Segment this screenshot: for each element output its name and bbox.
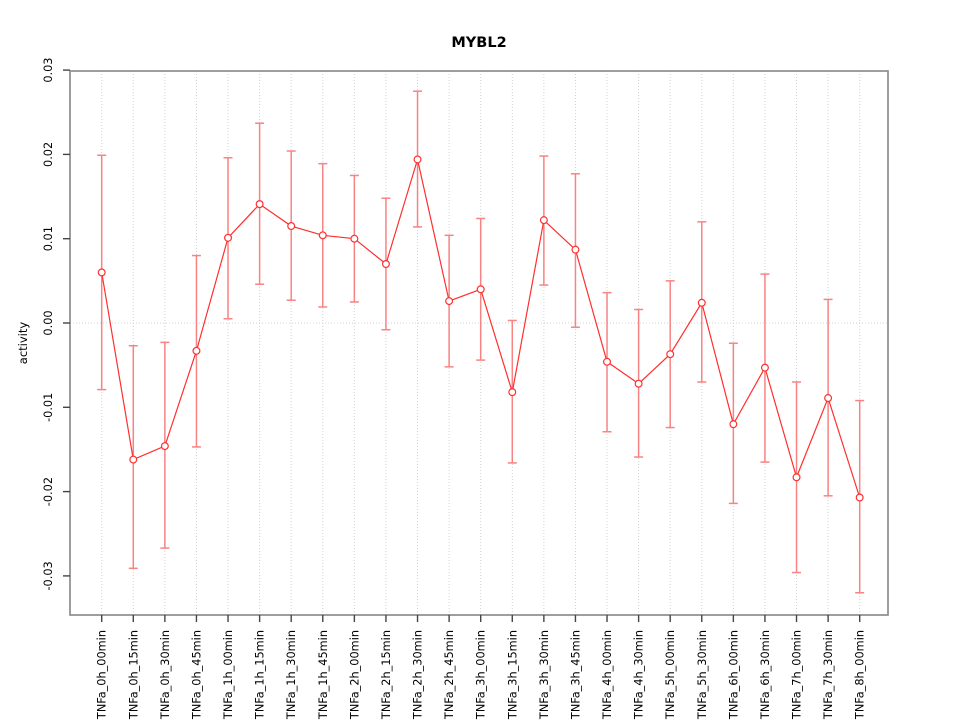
- data-point-marker: [413, 155, 422, 164]
- x-tick-label: TNFa_7h_00min: [791, 630, 804, 720]
- x-tick-label: TNFa_5h_00min: [664, 630, 677, 720]
- x-tick-label: TNFa_2h_15min: [380, 630, 393, 720]
- data-point-marker: [571, 245, 580, 254]
- data-point-marker: [224, 233, 233, 242]
- y-axis-label: activity: [16, 322, 30, 365]
- data-point-marker: [760, 363, 769, 372]
- data-point-marker: [824, 394, 833, 403]
- data-point-marker: [666, 350, 675, 359]
- x-tick-label: TNFa_0h_15min: [127, 630, 140, 720]
- data-point-marker: [729, 420, 738, 429]
- data-point-marker: [539, 216, 548, 225]
- x-tick-label: TNFa_4h_30min: [633, 630, 646, 720]
- x-tick-label: TNFa_2h_30min: [412, 630, 425, 720]
- x-tick-label: TNFa_1h_30min: [285, 630, 298, 720]
- chart-generated-layer: 0.03 0.02 0.01 0.00 -0.01 -0.02 -0.03 TNFa_0h_0…: [42, 58, 889, 720]
- data-point-marker: [476, 285, 485, 294]
- x-tick-label: TNFa_8h_00min: [854, 630, 867, 720]
- data-point-marker: [287, 222, 296, 231]
- y-tick-label: 0.03: [42, 58, 55, 83]
- plot-border: [69, 70, 889, 616]
- data-point-marker: [318, 231, 327, 240]
- x-tick-label: TNFa_2h_00min: [348, 630, 361, 720]
- data-point-marker: [350, 234, 359, 243]
- x-tick-label: TNFa_0h_00min: [96, 630, 109, 720]
- y-tick-label: 0.02: [42, 142, 55, 167]
- x-tick-label: TNFa_3h_15min: [506, 630, 519, 720]
- x-tick-label: TNFa_0h_30min: [159, 630, 172, 720]
- data-point-marker: [508, 388, 517, 397]
- data-point-marker: [192, 346, 201, 355]
- data-point-marker: [381, 259, 390, 268]
- x-tick-label: TNFa_1h_00min: [222, 630, 235, 720]
- x-tick-label: TNFa_6h_30min: [759, 630, 772, 720]
- data-point-marker: [160, 442, 169, 451]
- data-point-marker: [97, 268, 106, 277]
- y-tick-label: -0.03: [42, 561, 55, 590]
- chart-title: MYBL2: [451, 35, 506, 51]
- x-tick-label: TNFa_7h_30min: [822, 630, 835, 720]
- y-tick-label: -0.02: [42, 477, 55, 506]
- data-point-marker: [792, 473, 801, 482]
- x-tick-label: TNFa_3h_30min: [538, 630, 551, 720]
- data-point-marker: [255, 200, 264, 209]
- data-point-marker: [129, 455, 138, 464]
- x-tick-label: TNFa_5h_30min: [696, 630, 709, 720]
- x-tick-label: TNFa_0h_45min: [190, 630, 203, 720]
- data-point-marker: [445, 297, 454, 306]
- y-tick-label: 0.00: [42, 310, 55, 335]
- x-tick-label: TNFa_2h_45min: [443, 630, 456, 720]
- data-point-marker: [855, 493, 864, 502]
- x-tick-label: TNFa_4h_00min: [601, 630, 614, 720]
- x-tick-label: TNFa_1h_45min: [317, 630, 330, 720]
- data-point-marker: [634, 379, 643, 388]
- y-tick-label: 0.01: [42, 226, 55, 251]
- data-point-marker: [697, 298, 706, 307]
- x-tick-label: TNFa_3h_00min: [475, 630, 488, 720]
- x-tick-label: TNFa_3h_45min: [569, 630, 582, 720]
- data-point-marker: [603, 357, 612, 366]
- y-tick-label: -0.01: [42, 393, 55, 422]
- x-tick-label: TNFa_1h_15min: [254, 630, 267, 720]
- x-tick-label: TNFa_6h_00min: [727, 630, 740, 720]
